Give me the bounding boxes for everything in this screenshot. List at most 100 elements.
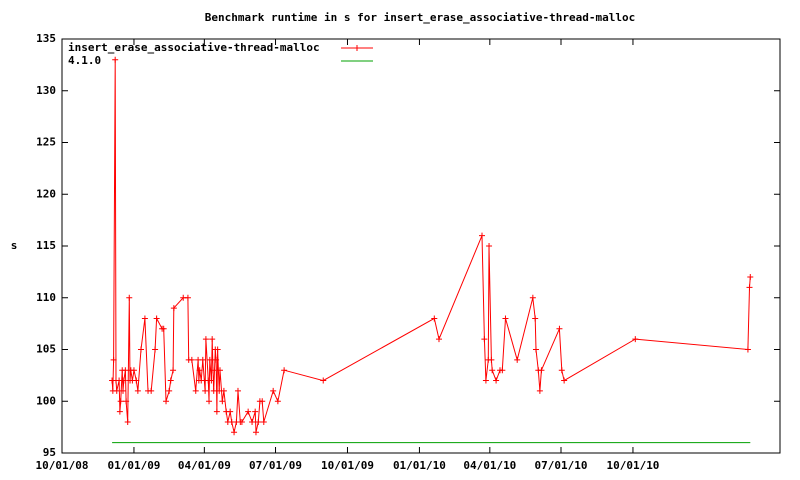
point-marker (259, 398, 266, 405)
y-tick-label: 95 (43, 446, 56, 459)
point-marker (219, 398, 226, 405)
point-marker (184, 294, 191, 301)
point-marker (435, 336, 442, 343)
x-tick-label: 07/01/09 (249, 459, 302, 472)
point-marker (137, 346, 144, 353)
point-marker (122, 367, 129, 374)
chart-title: Benchmark runtime in s for insert_erase_… (205, 11, 635, 24)
y-axis-label: s (11, 239, 18, 252)
point-marker (210, 387, 217, 394)
point-marker (499, 367, 506, 374)
point-marker (113, 387, 120, 394)
point-marker (166, 387, 173, 394)
point-marker (493, 377, 500, 384)
point-marker (198, 377, 205, 384)
point-marker (744, 346, 751, 353)
point-marker (214, 346, 221, 353)
x-tick-label: 01/01/09 (107, 459, 160, 472)
point-marker (202, 336, 209, 343)
point-marker (160, 325, 167, 332)
y-tick-label: 105 (36, 343, 56, 356)
point-marker (213, 356, 220, 363)
point-marker (134, 387, 141, 394)
point-marker (255, 418, 262, 425)
point-marker (274, 398, 281, 405)
point-marker (231, 429, 238, 436)
point-marker (133, 377, 140, 384)
point-marker (117, 398, 124, 405)
point-marker (514, 356, 521, 363)
point-marker (320, 377, 327, 384)
legend-label: insert_erase_associative-thread-malloc (68, 41, 320, 54)
x-tick-label: 10/01/08 (36, 459, 89, 472)
y-tick-label: 115 (36, 239, 56, 252)
point-marker (227, 408, 234, 415)
legend-marker (354, 45, 360, 51)
point-marker (126, 294, 133, 301)
point-marker (746, 284, 753, 291)
point-marker (252, 408, 259, 415)
point-marker (152, 346, 159, 353)
y-tick-label: 125 (36, 136, 56, 149)
point-marker (270, 387, 277, 394)
point-marker (220, 387, 227, 394)
y-tick-label: 100 (36, 394, 56, 407)
point-marker (202, 387, 209, 394)
point-marker (249, 418, 256, 425)
point-marker (199, 356, 206, 363)
point-marker (538, 367, 545, 374)
point-marker (188, 356, 195, 363)
point-marker (208, 377, 215, 384)
y-tick-label: 135 (36, 32, 56, 45)
point-marker (163, 398, 170, 405)
point-marker (482, 377, 489, 384)
point-marker (238, 418, 245, 425)
point-marker (245, 408, 252, 415)
point-marker (123, 398, 130, 405)
legend-label: 4.1.0 (68, 54, 101, 67)
point-marker (141, 315, 148, 322)
point-marker (479, 232, 486, 239)
y-tick-label: 130 (36, 84, 56, 97)
point-marker (747, 274, 754, 281)
point-marker (206, 398, 213, 405)
point-marker (632, 336, 639, 343)
point-marker (558, 367, 565, 374)
x-tick-label: 07/01/10 (535, 459, 588, 472)
point-marker (532, 346, 539, 353)
point-marker (281, 367, 288, 374)
point-marker (529, 294, 536, 301)
point-marker (167, 377, 174, 384)
point-marker (130, 367, 137, 374)
point-marker (148, 387, 155, 394)
point-marker (486, 243, 493, 249)
point-marker (502, 315, 509, 322)
point-marker (110, 356, 117, 363)
point-marker (112, 56, 119, 63)
point-marker (209, 367, 216, 374)
point-marker (170, 367, 177, 374)
point-marker (196, 367, 203, 374)
x-tick-label: 01/01/10 (393, 459, 446, 472)
point-marker (561, 377, 568, 384)
point-marker (234, 387, 241, 394)
point-marker (209, 336, 216, 343)
point-marker (192, 387, 199, 394)
point-marker (489, 367, 496, 374)
point-marker (532, 315, 539, 322)
point-marker (120, 387, 127, 394)
y-tick-label: 110 (36, 291, 56, 304)
point-marker (124, 418, 131, 425)
point-marker (206, 356, 213, 363)
point-marker (170, 305, 177, 312)
x-tick-label: 04/01/09 (178, 459, 231, 472)
point-marker (252, 429, 259, 436)
x-tick-label: 10/01/09 (321, 459, 374, 472)
point-marker (216, 367, 223, 374)
point-marker (153, 315, 160, 322)
x-tick-label: 04/01/10 (463, 459, 516, 472)
point-marker (536, 387, 543, 394)
point-marker (488, 356, 495, 363)
